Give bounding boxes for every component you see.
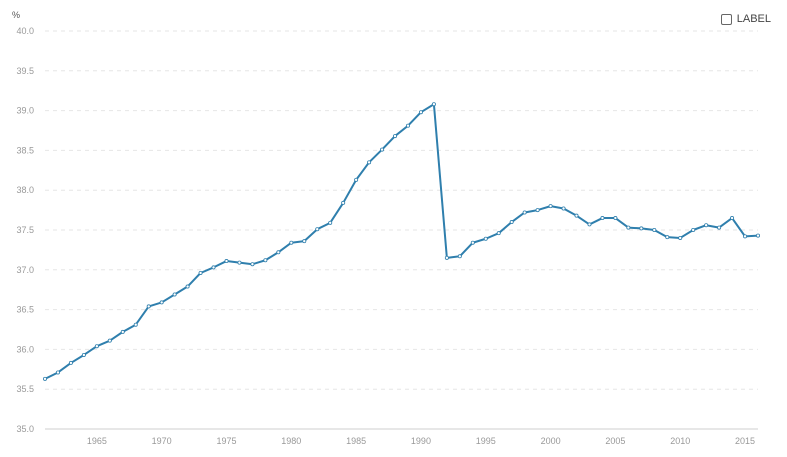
data-point[interactable]	[302, 239, 307, 244]
x-tick-label: 2000	[541, 436, 561, 446]
data-point[interactable]	[574, 213, 579, 218]
data-point[interactable]	[276, 250, 281, 255]
data-point[interactable]	[81, 352, 86, 357]
y-tick-label: 38.5	[16, 145, 34, 155]
x-tick-label: 1970	[152, 436, 172, 446]
x-tick-label: 1975	[216, 436, 236, 446]
data-point[interactable]	[405, 123, 410, 128]
data-point[interactable]	[496, 231, 501, 236]
data-point[interactable]	[652, 227, 657, 232]
y-tick-label: 35.5	[16, 384, 34, 394]
data-point[interactable]	[68, 360, 73, 365]
data-point[interactable]	[704, 223, 709, 228]
x-tick-label: 2015	[735, 436, 755, 446]
data-point[interactable]	[743, 234, 748, 239]
series-layer	[43, 102, 761, 381]
data-point[interactable]	[237, 260, 242, 265]
data-point[interactable]	[172, 292, 177, 297]
y-tick-label: 35.0	[16, 424, 34, 434]
x-tick-label: 1985	[346, 436, 366, 446]
data-point[interactable]	[639, 226, 644, 231]
data-point[interactable]	[483, 236, 488, 241]
data-point[interactable]	[367, 160, 372, 165]
data-point[interactable]	[159, 300, 164, 305]
data-point[interactable]	[717, 225, 722, 230]
x-tick-label: 2010	[670, 436, 690, 446]
x-tick-label: 1990	[411, 436, 431, 446]
data-point[interactable]	[133, 322, 138, 327]
data-point[interactable]	[418, 110, 423, 115]
data-point[interactable]	[444, 255, 449, 260]
data-point[interactable]	[289, 240, 294, 245]
data-point[interactable]	[393, 134, 398, 139]
y-axis-unit-label: %	[12, 10, 21, 20]
data-point[interactable]	[43, 376, 48, 381]
data-point[interactable]	[354, 177, 359, 182]
data-point[interactable]	[587, 222, 592, 227]
y-tick-label: 40.0	[16, 26, 34, 36]
data-point[interactable]	[535, 208, 540, 213]
data-point[interactable]	[457, 254, 462, 259]
data-point[interactable]	[250, 262, 255, 267]
data-point[interactable]	[691, 227, 696, 232]
data-point[interactable]	[431, 102, 436, 107]
data-point[interactable]	[613, 216, 618, 221]
legend-label-toggle[interactable]: LABEL	[720, 13, 771, 25]
data-point[interactable]	[55, 370, 60, 375]
x-tick-label: 2005	[605, 436, 625, 446]
y-tick-label: 37.0	[16, 265, 34, 275]
data-point[interactable]	[224, 259, 229, 264]
data-point[interactable]	[678, 235, 683, 240]
data-point[interactable]	[328, 220, 333, 225]
y-tick-label: 38.0	[16, 185, 34, 195]
data-point[interactable]	[263, 258, 268, 263]
legend-label-text: LABEL	[736, 13, 771, 25]
data-point[interactable]	[198, 270, 203, 275]
data-point[interactable]	[211, 265, 216, 270]
y-tick-label: 39.0	[16, 106, 34, 116]
data-point[interactable]	[756, 233, 761, 238]
y-tick-label: 36.5	[16, 305, 34, 315]
data-point[interactable]	[146, 304, 151, 309]
label-checkbox[interactable]	[720, 13, 732, 25]
data-point[interactable]	[561, 206, 566, 211]
data-point[interactable]	[315, 227, 320, 232]
y-tick-label: 36.0	[16, 344, 34, 354]
data-point[interactable]	[600, 216, 605, 221]
data-point[interactable]	[120, 329, 125, 334]
data-point[interactable]	[380, 147, 385, 152]
y-tick-label: 39.5	[16, 66, 34, 76]
data-point[interactable]	[626, 225, 631, 230]
series-line	[44, 103, 759, 380]
x-tick-label: 1995	[476, 436, 496, 446]
x-tick-label: 1980	[281, 436, 301, 446]
x-tick-label: 1965	[87, 436, 107, 446]
data-point[interactable]	[107, 338, 112, 343]
data-point[interactable]	[94, 344, 99, 349]
axis-layer: 35.0 35.5 36.0 36.5 37.0 37.5 38.0 38.5 39.0 39.5…	[16, 26, 758, 446]
data-point[interactable]	[665, 235, 670, 240]
data-point[interactable]	[185, 284, 190, 289]
data-point[interactable]	[341, 200, 346, 205]
data-point[interactable]	[730, 216, 735, 221]
data-point[interactable]	[548, 204, 553, 209]
data-point[interactable]	[522, 210, 527, 215]
data-point[interactable]	[509, 220, 514, 225]
y-tick-label: 37.5	[16, 225, 34, 235]
data-point[interactable]	[470, 240, 475, 245]
